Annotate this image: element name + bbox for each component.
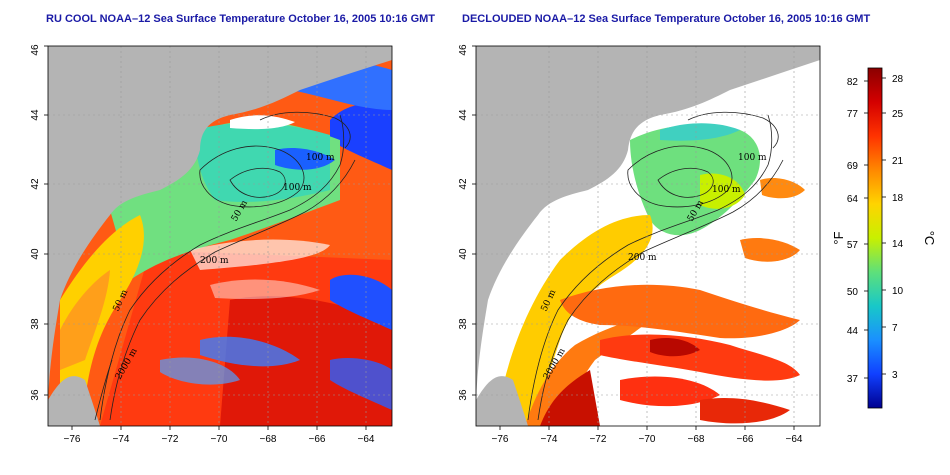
right-map: 100 m 100 m 50 m 200 m 50 m 2000 m bbox=[476, 46, 820, 426]
colorbar: 82 77 69 64 57 50 44 37 28 25 21 18 14 1… bbox=[831, 67, 937, 409]
x-tick-label: −68 bbox=[688, 434, 705, 445]
y-tick-label: 40 bbox=[30, 248, 41, 260]
y-tick-label: 38 bbox=[458, 318, 469, 330]
right-contour-label: 100 m bbox=[738, 153, 767, 163]
right-coastal-water bbox=[500, 215, 653, 426]
y-tick-label: 36 bbox=[458, 389, 469, 401]
left-contour-label: 200 m bbox=[200, 256, 229, 266]
left-y-axis: 36 38 40 42 44 46 bbox=[30, 44, 48, 401]
x-tick-label: −64 bbox=[786, 434, 803, 445]
y-tick-label: 42 bbox=[458, 178, 469, 190]
y-tick-label: 46 bbox=[30, 44, 41, 56]
celsius-tick-label: 18 bbox=[892, 193, 904, 204]
fahrenheit-tick-label: 57 bbox=[847, 240, 859, 251]
right-graticule bbox=[476, 46, 820, 426]
left-bathymetry-contours bbox=[94, 111, 356, 421]
right-map-frame bbox=[475, 45, 821, 427]
fahrenheit-tick-label: 82 bbox=[847, 77, 859, 88]
celsius-tick-label: 3 bbox=[892, 370, 898, 381]
fahrenheit-tick-label: 50 bbox=[847, 287, 859, 298]
x-tick-label: −70 bbox=[639, 434, 656, 445]
colorbar-gradient bbox=[867, 67, 883, 409]
x-tick-label: −68 bbox=[260, 434, 277, 445]
y-tick-label: 44 bbox=[30, 109, 41, 121]
right-contour-label: 200 m bbox=[628, 253, 657, 263]
celsius-tick-label: 21 bbox=[892, 156, 904, 167]
x-tick-label: −74 bbox=[113, 434, 130, 445]
left-map: 100 m 100 m 50 m 200 m 50 m 2000 m bbox=[48, 46, 392, 426]
x-tick-label: −66 bbox=[737, 434, 754, 445]
y-tick-label: 42 bbox=[30, 178, 41, 190]
fahrenheit-tick-label: 69 bbox=[847, 161, 859, 172]
celsius-tick-label: 7 bbox=[892, 323, 898, 334]
fahrenheit-tick-label: 37 bbox=[847, 374, 859, 385]
x-tick-label: −76 bbox=[64, 434, 81, 445]
left-graticule bbox=[48, 46, 392, 426]
right-panel-title: DECLOUDED NOAA–12 Sea Surface Temperatur… bbox=[462, 13, 870, 25]
left-x-axis: −76 −74 −72 −70 −68 −66 −64 bbox=[64, 426, 375, 445]
fahrenheit-tick-label: 77 bbox=[847, 109, 859, 120]
x-tick-label: −72 bbox=[162, 434, 179, 445]
left-map-frame bbox=[47, 45, 393, 427]
right-y-axis: 36 38 40 42 44 46 bbox=[458, 44, 476, 401]
right-bathymetry-contours bbox=[527, 111, 784, 421]
celsius-tick-label: 14 bbox=[892, 239, 904, 250]
y-tick-label: 40 bbox=[458, 248, 469, 260]
celsius-tick-label: 28 bbox=[892, 74, 904, 85]
x-tick-label: −72 bbox=[590, 434, 607, 445]
x-tick-label: −64 bbox=[358, 434, 375, 445]
y-tick-label: 38 bbox=[30, 318, 41, 330]
right-contour-label: 100 m bbox=[712, 185, 741, 195]
fahrenheit-tick-label: 64 bbox=[847, 194, 859, 205]
x-tick-label: −76 bbox=[492, 434, 509, 445]
x-tick-label: −70 bbox=[211, 434, 228, 445]
fahrenheit-unit-label: °F bbox=[831, 231, 846, 244]
right-land bbox=[476, 46, 820, 400]
fahrenheit-tick-label: 44 bbox=[847, 326, 859, 337]
left-contour-label: 100 m bbox=[283, 183, 312, 193]
celsius-tick-label: 10 bbox=[892, 286, 904, 297]
y-tick-label: 36 bbox=[30, 389, 41, 401]
x-tick-label: −74 bbox=[541, 434, 558, 445]
y-tick-label: 44 bbox=[458, 109, 469, 121]
celsius-unit-label: °C bbox=[922, 231, 937, 246]
celsius-tick-label: 25 bbox=[892, 109, 904, 120]
left-land bbox=[48, 46, 392, 400]
x-tick-label: −66 bbox=[309, 434, 326, 445]
left-panel-title: RU COOL NOAA–12 Sea Surface Temperature … bbox=[46, 13, 435, 25]
left-contour-label: 100 m bbox=[306, 153, 335, 163]
right-shelf-water bbox=[630, 124, 760, 236]
right-x-axis: −76 −74 −72 −70 −68 −66 −64 bbox=[492, 426, 803, 445]
y-tick-label: 46 bbox=[458, 44, 469, 56]
